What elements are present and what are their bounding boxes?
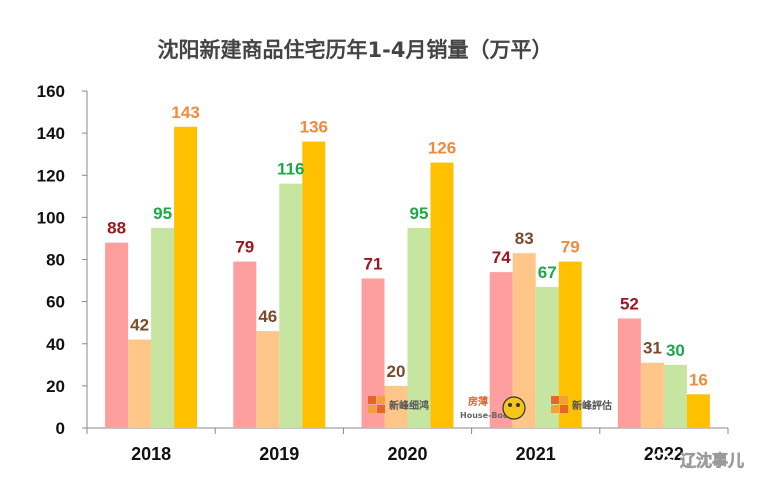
bar xyxy=(535,286,559,428)
watermark-logo-3: 新峰評估 xyxy=(551,396,612,413)
data-label: 42 xyxy=(130,316,149,335)
bar xyxy=(361,278,385,428)
y-tick-label: 120 xyxy=(37,166,65,185)
bar xyxy=(489,272,513,428)
x-tick-label: 2021 xyxy=(516,444,556,464)
y-tick-label: 0 xyxy=(56,419,65,438)
x-tick-label: 2020 xyxy=(387,444,427,464)
data-label: 83 xyxy=(515,229,534,248)
wechat-account-name: 辽沈事儿 xyxy=(680,451,744,470)
data-label: 79 xyxy=(561,238,580,257)
data-label: 20 xyxy=(387,362,406,381)
y-tick-label: 60 xyxy=(46,293,65,312)
y-tick-label: 20 xyxy=(46,377,65,396)
data-label: 52 xyxy=(620,294,639,313)
bar xyxy=(430,162,454,429)
y-tick-label: 40 xyxy=(46,335,65,354)
x-axis: 2018 2019 2020 2021 2022 xyxy=(86,427,729,464)
bars xyxy=(105,126,710,429)
logo-square-icon xyxy=(551,405,559,413)
data-label: 71 xyxy=(364,254,383,273)
data-label: 126 xyxy=(428,139,456,158)
y-tick-label: 160 xyxy=(37,82,65,101)
data-label: 88 xyxy=(107,219,126,238)
logo-2-name: 房薄 xyxy=(468,395,488,408)
logo-square-icon xyxy=(377,396,385,404)
bar xyxy=(128,339,152,428)
x-tick-label: 2018 xyxy=(131,444,171,464)
bee-mascot-icon xyxy=(502,396,526,420)
data-label: 143 xyxy=(171,103,199,122)
bar xyxy=(256,331,280,428)
logo-square-icon xyxy=(368,396,376,404)
data-label: 95 xyxy=(153,204,172,223)
data-label: 67 xyxy=(538,263,557,282)
bar xyxy=(640,362,664,428)
bar xyxy=(512,253,536,428)
chart-title: 沈阳新建商品住宅历年1-4月销量（万平） xyxy=(158,38,553,62)
logo-3-name: 新峰評估 xyxy=(572,399,612,412)
data-label: 46 xyxy=(258,307,277,326)
data-label: 95 xyxy=(410,204,429,223)
bar xyxy=(105,242,129,428)
y-axis: 0 20 40 60 80 100 120 140 160 xyxy=(37,82,88,438)
data-labels: 8842951437946116136712095126748367795231… xyxy=(107,103,708,389)
bar xyxy=(663,364,687,428)
data-label: 74 xyxy=(492,248,511,267)
data-label: 31 xyxy=(643,339,662,358)
logo-square-icon xyxy=(368,405,376,413)
data-label: 16 xyxy=(689,370,708,389)
bar xyxy=(617,318,641,428)
wechat-watermark: 辽沈事儿 xyxy=(652,451,744,471)
bee-eye-icon xyxy=(516,403,520,407)
bar xyxy=(233,261,257,428)
bar xyxy=(174,126,198,429)
logo-square-icon xyxy=(377,405,385,413)
logo-square-icon xyxy=(560,396,568,404)
bee-eye-icon xyxy=(508,403,512,407)
wechat-icon xyxy=(661,459,677,471)
bar xyxy=(407,227,431,428)
logo-1-name: 新峰细鸿 xyxy=(389,399,429,412)
y-tick-label: 100 xyxy=(37,208,65,227)
data-label: 136 xyxy=(300,118,328,137)
bar xyxy=(279,183,303,428)
data-label: 79 xyxy=(235,238,254,257)
y-tick-label: 80 xyxy=(46,251,65,270)
logo-square-icon xyxy=(551,396,559,404)
bar xyxy=(686,394,710,428)
bar xyxy=(384,385,408,428)
x-tick-label: 2019 xyxy=(259,444,299,464)
data-label: 30 xyxy=(666,341,685,360)
logo-2-sub: House-Book xyxy=(460,411,514,420)
bar xyxy=(558,261,582,428)
watermark-logo-2: 房薄 House-Book xyxy=(460,395,526,420)
bar xyxy=(302,141,326,429)
data-label: 116 xyxy=(277,160,304,179)
watermark-logo-1: 新峰细鸿 xyxy=(368,396,429,413)
y-tick-label: 140 xyxy=(37,124,65,143)
bar xyxy=(151,227,175,428)
logo-square-icon xyxy=(560,405,568,413)
